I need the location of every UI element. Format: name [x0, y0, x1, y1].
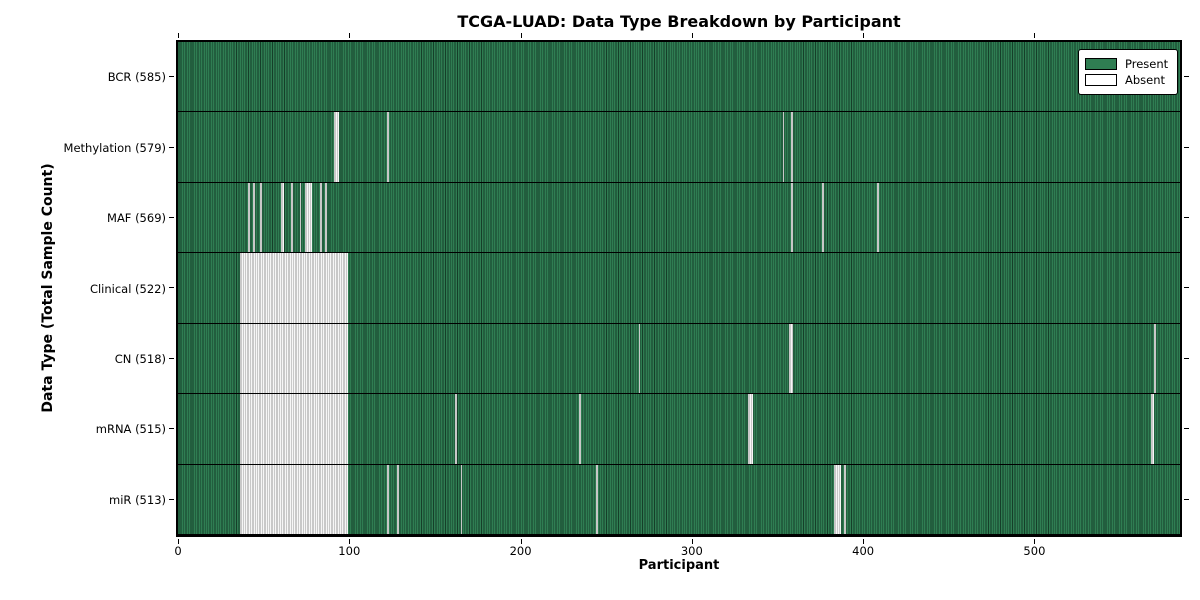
legend-swatch-absent	[1085, 74, 1117, 86]
x-tick-label-400: 400	[852, 544, 875, 558]
y-tick-mark	[169, 76, 174, 78]
absent-span-miR	[595, 464, 598, 534]
x-tick-mark	[349, 33, 351, 38]
absent-span-miR	[844, 464, 846, 534]
absent-span-Methylation	[791, 112, 793, 182]
absent-span-mRNA	[748, 394, 754, 464]
absent-span-CN	[638, 323, 641, 394]
absent-span-CN	[239, 323, 348, 394]
absent-span-MAF	[248, 182, 250, 253]
x-tick-label-500: 500	[1023, 544, 1046, 558]
y-tick-mark	[169, 217, 174, 219]
y-tick-label-BCR: BCR (585)	[107, 70, 166, 85]
heatmap-row-MAF	[169, 182, 1189, 254]
legend-label-present: Present	[1125, 57, 1169, 71]
absent-span-Methylation	[386, 112, 389, 182]
x-tick-mark	[349, 539, 351, 544]
absent-span-miR	[386, 464, 389, 534]
absent-span-Methylation	[782, 112, 785, 182]
x-tick-mark	[520, 33, 522, 38]
y-tick-label-Clinical: Clinical (522)	[89, 281, 166, 296]
absent-span-mRNA	[578, 394, 581, 464]
y-tick-mark	[1184, 76, 1189, 78]
y-tick-mark	[1184, 498, 1189, 500]
absent-span-MAF	[260, 182, 262, 253]
x-tick-label-100: 100	[338, 544, 361, 558]
legend-label-absent: Absent	[1125, 73, 1166, 87]
heatmap-row-miR	[169, 464, 1189, 535]
absent-span-Methylation	[333, 112, 339, 182]
x-axis-title: Participant	[638, 558, 720, 573]
absent-span-miR	[397, 464, 399, 534]
x-tick-label-300: 300	[680, 544, 703, 558]
x-tick-mark	[863, 33, 865, 38]
absent-span-Clinical	[239, 253, 348, 323]
y-tick-label-miR: miR (513)	[109, 492, 166, 507]
x-tick-mark	[178, 539, 179, 544]
absent-span-MAF	[876, 182, 879, 253]
x-tick-label-200: 200	[509, 544, 532, 558]
y-tick-mark	[169, 428, 174, 430]
heatmap-row-Methylation	[169, 112, 1189, 183]
absent-span-MAF	[280, 182, 285, 253]
absent-span-MAF	[253, 182, 256, 253]
y-tick-label-CN: CN (518)	[114, 351, 166, 366]
x-tick-mark	[178, 33, 179, 38]
heatmap-row-mRNA	[169, 394, 1189, 465]
x-tick-mark	[863, 539, 865, 544]
x-tick-mark	[1034, 539, 1036, 544]
absent-span-CN	[789, 323, 793, 394]
x-tick-mark	[1034, 33, 1036, 38]
absent-span-MAF	[291, 182, 293, 253]
legend-item-absent: Absent	[1085, 73, 1171, 87]
absent-span-MAF	[822, 182, 824, 253]
y-tick-label-MAF: MAF (569)	[107, 211, 166, 226]
absent-span-miR	[239, 464, 348, 534]
absent-span-MAF	[320, 182, 322, 253]
absent-span-mRNA	[455, 394, 458, 464]
y-tick-mark	[169, 357, 174, 359]
y-tick-mark	[169, 498, 174, 500]
y-tick-mark	[169, 146, 174, 148]
absent-span-MAF	[304, 182, 312, 253]
y-tick-mark	[1184, 217, 1189, 219]
plot-area: Present Absent	[169, 33, 1189, 544]
heatmap-row-CN	[169, 323, 1189, 395]
heatmap-row-BCR	[169, 42, 1189, 113]
legend: Present Absent	[1078, 49, 1178, 95]
heatmap-row-Clinical	[169, 253, 1189, 324]
y-tick-label-mRNA: mRNA (515)	[95, 422, 166, 437]
legend-item-present: Present	[1085, 57, 1171, 71]
absent-span-CN	[1154, 323, 1156, 394]
y-tick-label-Methylation: Methylation (579)	[63, 140, 166, 155]
legend-swatch-present	[1085, 58, 1117, 70]
absent-span-mRNA	[1150, 394, 1155, 464]
x-tick-mark	[691, 33, 693, 38]
y-tick-mark	[1184, 146, 1189, 148]
absent-span-MAF	[325, 182, 327, 253]
chart-title: TCGA-LUAD: Data Type Breakdown by Partic…	[457, 12, 901, 31]
y-tick-mark	[1184, 357, 1189, 359]
x-tick-label-0: 0	[174, 544, 182, 558]
x-tick-mark	[520, 539, 522, 544]
y-tick-mark	[169, 287, 174, 289]
absent-span-MAF	[791, 182, 793, 253]
y-tick-mark	[1184, 428, 1189, 430]
absent-span-mRNA	[239, 394, 348, 464]
absent-span-miR	[834, 464, 841, 534]
y-tick-mark	[1184, 287, 1189, 289]
x-tick-mark	[691, 539, 693, 544]
absent-span-miR	[460, 464, 463, 534]
absent-span-MAF	[299, 182, 302, 253]
